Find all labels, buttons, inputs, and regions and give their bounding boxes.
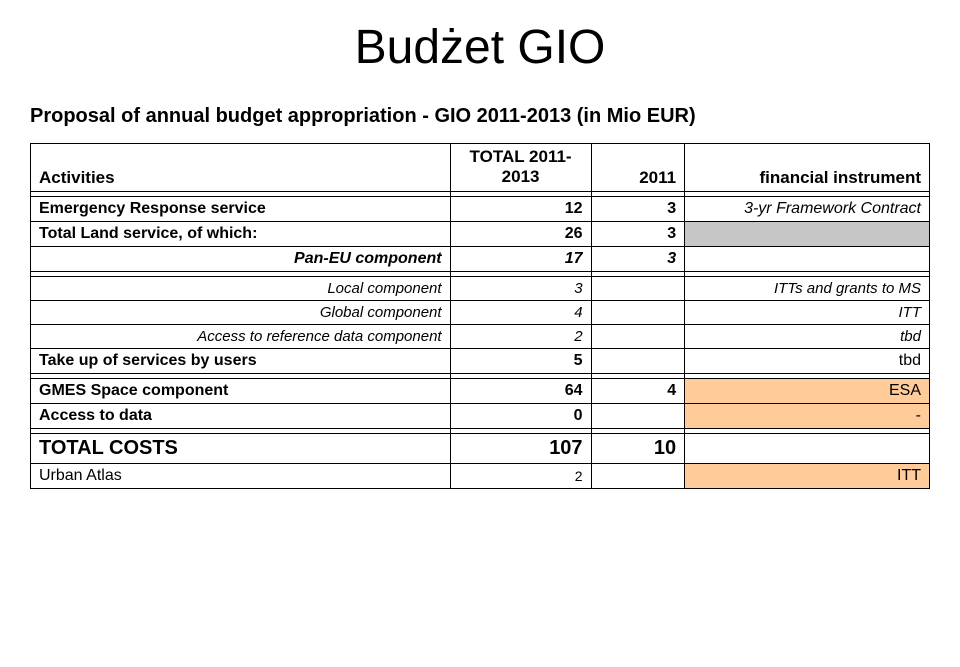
row-total: 107: [450, 433, 591, 463]
row-total: 64: [450, 378, 591, 403]
row-total: 3: [450, 276, 591, 300]
header-total: TOTAL 2011- 2013: [450, 144, 591, 192]
row-year: [591, 324, 685, 348]
subtitle: Proposal of annual budget appropriation …: [30, 105, 930, 128]
row-year: [591, 300, 685, 324]
row-instr: [685, 221, 930, 246]
row-total: 17: [450, 246, 591, 271]
row-instr: ITT: [685, 300, 930, 324]
row-label: Total Land service, of which:: [31, 221, 451, 246]
header-activities: Activities: [31, 144, 451, 192]
row-instr: ITT: [685, 463, 930, 488]
row-year: 3: [591, 246, 685, 271]
row-total: 5: [450, 348, 591, 373]
row-total: 12: [450, 196, 591, 221]
table-row: TOTAL COSTS 107 10: [31, 433, 930, 463]
header-year: 2011: [591, 144, 685, 192]
row-label: Access to reference data component: [31, 324, 451, 348]
row-label: Global component: [31, 300, 451, 324]
table-row: Emergency Response service 12 3 3-yr Fra…: [31, 196, 930, 221]
header-total-line1: TOTAL 2011-: [470, 147, 572, 166]
row-instr: ITTs and grants to MS: [685, 276, 930, 300]
row-total: 2: [450, 324, 591, 348]
table-row: Urban Atlas 2 ITT: [31, 463, 930, 488]
row-label: Local component: [31, 276, 451, 300]
header-total-line2: 2013: [502, 167, 540, 186]
row-label: Take up of services by users: [31, 348, 451, 373]
row-total: 26: [450, 221, 591, 246]
row-instr: -: [685, 403, 930, 428]
row-year: 10: [591, 433, 685, 463]
row-label: GMES Space component: [31, 378, 451, 403]
row-instr: [685, 433, 930, 463]
table-row: Take up of services by users 5 tbd: [31, 348, 930, 373]
row-total: 2: [450, 463, 591, 488]
table-row: Total Land service, of which: 26 3: [31, 221, 930, 246]
row-year: 4: [591, 378, 685, 403]
row-year: [591, 403, 685, 428]
table-row: Local component 3 ITTs and grants to MS: [31, 276, 930, 300]
row-label: Urban Atlas: [31, 463, 451, 488]
table-row: GMES Space component 64 4 ESA: [31, 378, 930, 403]
row-instr: ESA: [685, 378, 930, 403]
header-instrument: financial instrument: [685, 144, 930, 192]
table-row: Access to reference data component 2 tbd: [31, 324, 930, 348]
row-year: [591, 348, 685, 373]
table-row: Access to data 0 -: [31, 403, 930, 428]
page-title: Budżet GIO: [30, 20, 930, 75]
table-row: Global component 4 ITT: [31, 300, 930, 324]
row-instr: 3-yr Framework Contract: [685, 196, 930, 221]
row-total: 0: [450, 403, 591, 428]
row-label: TOTAL COSTS: [31, 433, 451, 463]
row-label: Pan-EU component: [31, 246, 451, 271]
row-label: Access to data: [31, 403, 451, 428]
row-label: Emergency Response service: [31, 196, 451, 221]
row-year: 3: [591, 221, 685, 246]
row-year: [591, 463, 685, 488]
row-instr: [685, 246, 930, 271]
budget-table: Activities TOTAL 2011- 2013 2011 financi…: [30, 143, 930, 489]
row-instr: tbd: [685, 348, 930, 373]
row-year: [591, 276, 685, 300]
row-year: 3: [591, 196, 685, 221]
table-row: Pan-EU component 17 3: [31, 246, 930, 271]
row-total: 4: [450, 300, 591, 324]
row-instr: tbd: [685, 324, 930, 348]
